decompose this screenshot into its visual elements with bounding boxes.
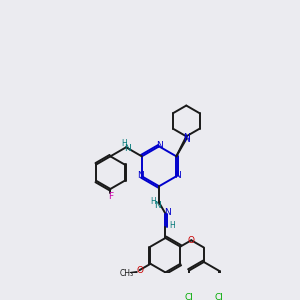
Text: H: H bbox=[169, 221, 175, 230]
Text: N: N bbox=[154, 201, 160, 210]
Text: Cl: Cl bbox=[214, 293, 223, 300]
Text: F: F bbox=[108, 192, 113, 201]
Text: H: H bbox=[151, 197, 157, 206]
Text: N: N bbox=[124, 144, 130, 153]
Text: Cl: Cl bbox=[184, 293, 194, 300]
Text: N: N bbox=[156, 141, 162, 150]
Text: H: H bbox=[122, 139, 127, 148]
Text: O: O bbox=[136, 266, 143, 275]
Text: N: N bbox=[183, 135, 190, 144]
Text: N: N bbox=[137, 171, 144, 180]
Text: CH₃: CH₃ bbox=[120, 269, 134, 278]
Text: N: N bbox=[174, 171, 181, 180]
Text: O: O bbox=[188, 236, 195, 245]
Text: N: N bbox=[183, 133, 190, 142]
Text: N: N bbox=[164, 208, 171, 217]
